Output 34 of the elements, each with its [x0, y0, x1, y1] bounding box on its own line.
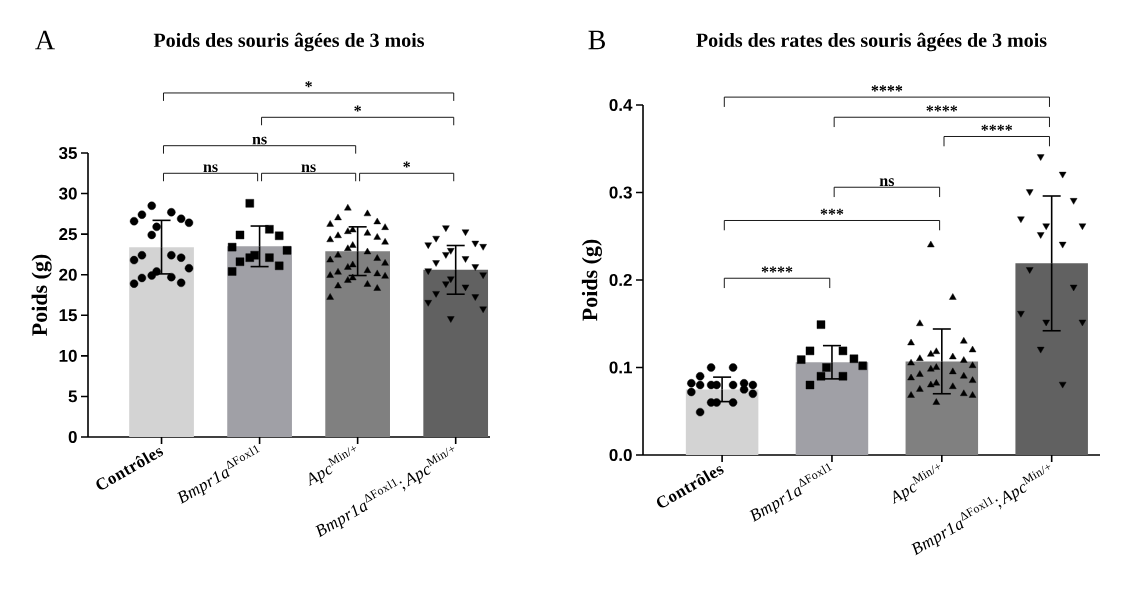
text: B — [588, 30, 605, 50]
y-tick-label: 35 — [58, 146, 77, 160]
text: **** — [871, 85, 903, 92]
text: A — [35, 30, 55, 50]
bar — [685, 389, 759, 455]
y-tick-label: 0.2 — [609, 273, 632, 287]
annotation: ns — [203, 164, 218, 173]
bar — [795, 362, 869, 455]
text: * — [354, 105, 361, 112]
y-tick-label: 0.3 — [609, 186, 632, 199]
annotation: * — [403, 161, 410, 168]
y-tick-label: 0.0 — [609, 448, 632, 462]
y-tick-label: 5 — [68, 390, 77, 403]
y-tick-label: 30 — [58, 187, 77, 200]
annotation: **** — [926, 105, 958, 112]
bar — [1015, 263, 1088, 455]
y-tick-label: 25 — [59, 228, 77, 241]
annotation: **** — [761, 266, 793, 273]
y-tick-label: 20 — [59, 268, 77, 281]
y-tick-label: 0 — [68, 430, 77, 444]
annotation: **** — [981, 124, 1013, 131]
chart-title: Poids des rates des souris âgées de 3 mois — [696, 32, 1047, 52]
annotation: ns — [879, 178, 895, 187]
y-tick-label: 0.4 — [609, 98, 633, 112]
text: * — [305, 81, 312, 88]
chart-title: Poids des souris âgées de 3 mois — [153, 32, 425, 52]
y-axis-title: Poids (g) — [31, 254, 52, 336]
text: ns — [252, 136, 267, 145]
annotation: *** — [820, 208, 844, 215]
y-tick-label: 10 — [59, 349, 77, 362]
y-tick-label: 0.1 — [609, 361, 632, 374]
y-axis-title: Poids (g) — [581, 239, 602, 321]
y-tick-label: 15 — [59, 309, 77, 322]
annotation: ns — [301, 164, 316, 173]
